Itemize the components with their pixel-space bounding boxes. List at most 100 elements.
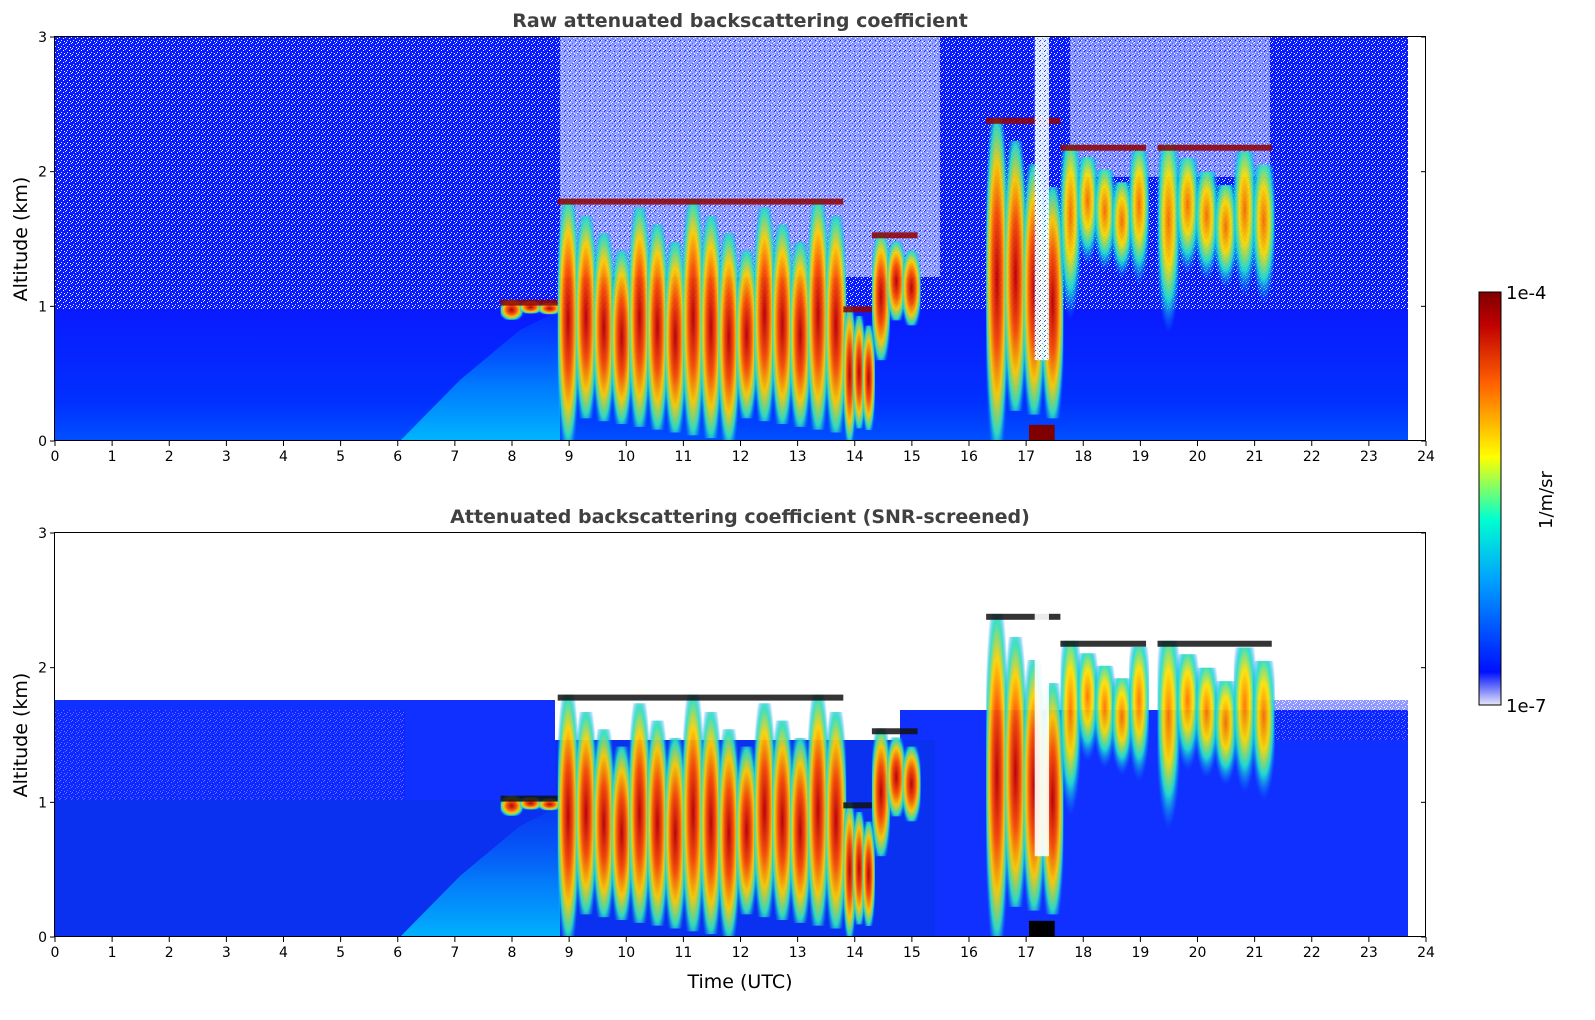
cloud-top-edge <box>843 306 872 313</box>
x-tick-label: 14 <box>846 449 864 465</box>
x-tick-label: 21 <box>1246 449 1264 465</box>
x-tick-label: 10 <box>617 449 635 465</box>
x-tick-label: 22 <box>1303 945 1321 961</box>
cloud-streak <box>682 694 704 932</box>
cloud-streak <box>887 737 906 817</box>
top-y-axis: 0 1 2 3 <box>38 30 1426 450</box>
cloud-streak <box>1195 171 1218 282</box>
cloud-top-edge <box>1060 640 1147 647</box>
x-tick-label: 3 <box>222 945 231 961</box>
cloud-streak <box>902 746 921 822</box>
cloud-streak <box>807 694 829 926</box>
cloud-top-edge <box>871 728 918 735</box>
x-tick-label: 24 <box>1417 449 1435 465</box>
y-tick-label: 3 <box>38 30 47 46</box>
x-tick-label: 20 <box>1189 945 1207 961</box>
x-tick-label: 16 <box>960 945 978 961</box>
x-tick-label: 20 <box>1189 449 1207 465</box>
cloud-streak <box>718 729 740 937</box>
x-tick-label: 6 <box>393 945 402 961</box>
x-tick-label: 12 <box>732 449 750 465</box>
bottom-y-axis: 0 1 2 3 <box>38 526 1426 946</box>
x-tick-label: 5 <box>336 945 345 961</box>
cloud-streak <box>1195 667 1218 778</box>
bottom-valid-region-right <box>900 710 1408 937</box>
x-tick-label: 11 <box>674 945 692 961</box>
cloud-streak <box>718 233 740 441</box>
cloud-streak <box>1157 144 1180 334</box>
bottom-heatmap <box>55 533 1426 937</box>
cloud-streak <box>887 241 906 321</box>
x-tick-label: 1 <box>108 945 117 961</box>
x-tick-label: 12 <box>732 945 750 961</box>
y-tick-label: 1 <box>38 795 47 811</box>
cloud-streak <box>807 198 829 430</box>
cloud-streak <box>1004 636 1027 907</box>
top-heatmap <box>55 37 1408 441</box>
cloud-streak <box>629 703 650 923</box>
cloud-streak <box>1060 640 1081 816</box>
cloud-streak <box>986 117 1008 441</box>
x-tick-label: 0 <box>51 449 60 465</box>
top-plot-frame <box>54 36 1426 441</box>
x-tick-label: 5 <box>336 449 345 465</box>
top-cloud-layers <box>500 37 1275 441</box>
cloud-top-edge <box>986 613 1061 620</box>
cloud-streak <box>575 215 597 419</box>
top-x-axis: 0 1 2 3 4 5 6 7 8 9 10 11 12 13 14 15 16 17 18 19 20 21 22 23 24 <box>51 441 1435 465</box>
x-tick-label: 24 <box>1417 945 1435 961</box>
cloud-streak <box>1214 185 1237 290</box>
cloud-streak <box>1077 157 1098 266</box>
y-tick-label: 3 <box>38 526 47 542</box>
colorbar: 1e-4 1e-7 1/m/sr <box>1478 283 1557 717</box>
cloud-top-edge <box>557 198 844 205</box>
colorbar-min-label: 1e-7 <box>1506 696 1546 717</box>
cloud-streak <box>1094 665 1115 769</box>
cloud-streak <box>789 241 811 427</box>
x-tick-label: 17 <box>1017 945 1035 961</box>
cloud-streak <box>736 250 758 419</box>
cloud-streak <box>1004 140 1027 411</box>
cloud-top-edge <box>843 802 872 809</box>
cloud-streak <box>611 746 633 921</box>
x-tick-label: 19 <box>1131 945 1149 961</box>
x-tick-label: 11 <box>674 449 692 465</box>
cloud-streak <box>1060 144 1081 320</box>
cloud-streak <box>771 224 793 425</box>
cloud-streak <box>1252 164 1275 304</box>
cloud-streak <box>557 198 579 441</box>
cloud-streak <box>1128 646 1150 782</box>
cloud-streak <box>575 711 597 915</box>
cloud-streak <box>862 821 875 927</box>
cloud-streak <box>700 711 722 935</box>
x-tick-label: 15 <box>903 449 921 465</box>
y-tick-label: 2 <box>38 661 47 677</box>
cloud-streak <box>1233 151 1256 297</box>
bottom-y-axis-label: Altitude (km) <box>10 673 32 798</box>
cloud-top-edge <box>557 694 844 701</box>
cloud-streak <box>538 302 561 315</box>
cloud-streak <box>754 703 775 918</box>
x-tick-label: 0 <box>51 945 60 961</box>
cloud-streak <box>843 306 856 441</box>
cloud-streak <box>629 207 650 427</box>
x-tick-label: 1 <box>108 449 117 465</box>
x-tick-label: 4 <box>279 449 288 465</box>
cloud-top-edge <box>1060 144 1147 151</box>
clear-gap <box>1034 37 1049 361</box>
y-tick-label: 0 <box>38 434 47 450</box>
cloud-streak <box>754 207 775 422</box>
cloud-streak <box>1252 660 1275 800</box>
cloud-streak <box>871 232 891 361</box>
cloud-streak <box>843 802 856 937</box>
cloud-streak <box>1176 654 1199 771</box>
x-tick-label: 19 <box>1131 449 1149 465</box>
cloud-streak <box>852 315 866 429</box>
cloud-top-edge <box>1157 144 1272 151</box>
top-empty-tail <box>1408 37 1426 441</box>
x-tick-label: 4 <box>279 945 288 961</box>
x-tick-label: 10 <box>617 945 635 961</box>
cloud-streak <box>825 215 847 433</box>
bottom-x-axis: 0 1 2 3 4 5 6 7 8 9 10 11 12 13 14 15 16 17 18 19 20 21 22 23 24 <box>51 937 1435 961</box>
cloud-streak <box>825 711 847 929</box>
